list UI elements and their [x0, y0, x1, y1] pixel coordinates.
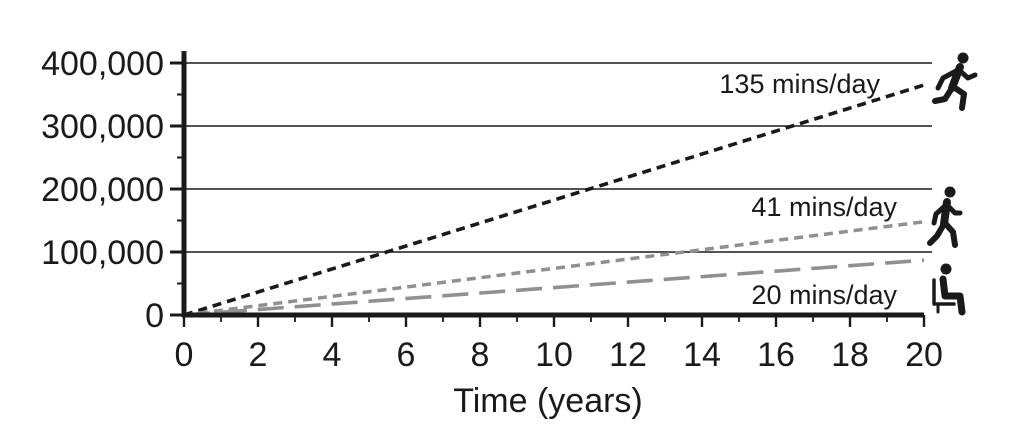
gridlines — [184, 62, 932, 253]
series-line — [183, 83, 925, 317]
x-tick-label: 0 — [175, 336, 194, 374]
x-axis-ticks: 0 2 4 6 8 10 12 14 16 18 20 — [175, 315, 943, 374]
running-person-icon — [932, 52, 978, 111]
x-tick-label: 20 — [905, 336, 943, 374]
series-line — [183, 219, 925, 317]
x-tick-label: 10 — [535, 336, 573, 374]
y-tick-label: 200,000 — [41, 171, 164, 209]
x-tick-label: 8 — [471, 336, 490, 374]
x-axis-title: Time (years) — [453, 382, 643, 420]
y-axis-ticks: 0 100,000 200,000 300,000 400,000 — [41, 45, 184, 335]
x-tick-label: 6 — [397, 336, 416, 374]
y-tick-label: 0 — [145, 297, 164, 335]
series-labels: 135 mins/day 41 mins/day 20 mins/day — [719, 69, 897, 310]
x-tick-label: 18 — [831, 336, 869, 374]
y-tick-label: 400,000 — [41, 45, 164, 83]
seated-person-icon — [932, 263, 966, 316]
x-tick-label: 14 — [683, 336, 721, 374]
series-label: 41 mins/day — [751, 192, 897, 222]
x-tick-label: 2 — [249, 336, 268, 374]
x-tick-label: 12 — [609, 336, 647, 374]
x-tick-label: 4 — [323, 336, 342, 374]
y-tick-label: 300,000 — [41, 108, 164, 146]
y-tick-label: 100,000 — [41, 234, 164, 272]
series-label: 135 mins/day — [719, 69, 880, 99]
series-label: 20 mins/day — [751, 280, 897, 310]
x-tick-label: 16 — [757, 336, 795, 374]
series-icons — [927, 52, 978, 316]
series-line — [183, 258, 925, 317]
series-lines — [183, 83, 925, 317]
walking-person-icon — [927, 186, 963, 248]
